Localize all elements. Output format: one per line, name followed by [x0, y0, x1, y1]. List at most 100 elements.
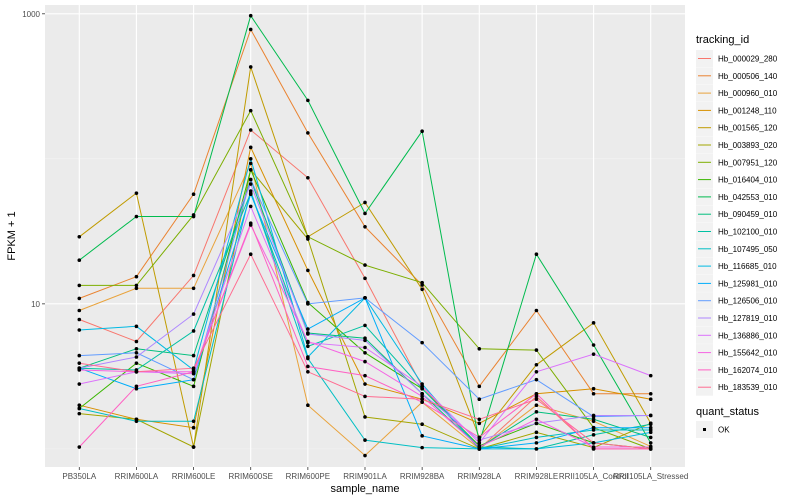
data-point-Hb_127819_010-RRIM600LE [191, 312, 196, 316]
data-point-Hb_001565_120-RRIM600SE [248, 65, 253, 69]
legend-item-Hb_007951_120: Hb_007951_120 [696, 153, 778, 171]
data-point-Hb_102100_010-RRII105LA_Stressed [648, 422, 653, 426]
data-point-Hb_000960_010-RRIM600PE [306, 403, 310, 408]
data-point-Hb_107495_050-RRIM600SE [248, 189, 253, 193]
data-point-Hb_126506_010-RRIM600LE [191, 377, 196, 382]
data-point-Hb_042553_010-RRII105LA_Stressed [648, 441, 653, 445]
legend-item-Hb_107495_050: Hb_107495_050 [696, 240, 778, 258]
data-point-Hb_000506_140-RRIM928LA [477, 384, 482, 389]
x-tick-label: PB350LA [62, 472, 96, 481]
data-point-Hb_183539_010-RRIM600SE [248, 252, 253, 256]
data-point-Hb_125981_010-RRII105LA_Control [591, 425, 596, 430]
data-point-Hb_090459_010-RRIM600LE [191, 353, 196, 358]
legend-item-Hb_001248_110: Hb_001248_110 [696, 101, 777, 119]
data-point-Hb_000960_010-RRIM600LE [191, 286, 196, 291]
data-point-Hb_116685_010-RRIM600PE [306, 355, 310, 359]
data-point-Hb_127819_010-RRIM928BA [420, 391, 424, 396]
data-point-Hb_007951_120-RRIM928LA [477, 346, 482, 351]
legend-label: Hb_126506_010 [718, 297, 778, 306]
data-point-Hb_042553_010-RRIM928LE [534, 252, 539, 256]
data-point-Hb_001565_120-RRIM928BA [420, 287, 424, 292]
data-point-Hb_007951_120-RRIM600LA [134, 283, 139, 288]
legend-label: Hb_127819_010 [718, 314, 778, 323]
legend-item-Hb_001565_120: Hb_001565_120 [696, 119, 778, 137]
data-point-Hb_016404_010-RRIM600LA [134, 361, 139, 365]
data-point-Hb_136886_010-RRIM901LA [363, 345, 367, 350]
legend-label: Hb_162074_010 [718, 366, 778, 375]
legend-point-swatch [703, 428, 706, 431]
data-point-Hb_162074_010-RRIM600SE [248, 221, 253, 225]
data-point-Hb_090459_010-RRIM928LE [534, 410, 539, 414]
data-point-Hb_000029_280-PB350LA [77, 317, 82, 322]
data-point-Hb_001248_110-RRIM901LA [363, 382, 367, 386]
data-point-Hb_107495_050-RRIM928BA [420, 445, 424, 450]
data-point-Hb_003893_020-RRIM928LE [534, 430, 539, 435]
data-point-Hb_155642_010-RRIM928LA [477, 445, 482, 449]
y-tick-label: 1000 [22, 10, 40, 19]
legend-item-Hb_003893_020: Hb_003893_020 [696, 136, 778, 154]
data-point-Hb_003893_020-RRIM901LA [363, 415, 367, 419]
legend-label: Hb_007951_120 [718, 158, 778, 167]
data-point-Hb_127819_010-RRIM928LE [534, 421, 539, 426]
data-point-Hb_127819_010-RRIM600PE [306, 332, 310, 336]
legend-item-Hb_000029_280: Hb_000029_280 [696, 50, 778, 67]
data-point-Hb_042553_010-RRII105LA_Control [591, 343, 596, 347]
data-point-Hb_107495_050-RRIM600LE [191, 419, 196, 424]
legend-title-tracking-id: tracking_id [696, 34, 749, 46]
data-point-Hb_090459_010-RRIM600LA [134, 346, 139, 351]
data-point-Hb_000506_140-RRIM600LE [191, 192, 196, 197]
data-point-Hb_090459_010-RRII105LA_Control [591, 417, 596, 422]
legend-label: Hb_102100_010 [718, 228, 778, 237]
data-point-Hb_136886_010-RRII105LA_Stressed [648, 373, 653, 378]
x-tick-label: RRIM928LE [515, 472, 559, 481]
y-axis-title: FPKM + 1 [6, 211, 18, 260]
legend-item-Hb_155642_010: Hb_155642_010 [696, 344, 778, 362]
x-tick-label: RRIM600LE [172, 472, 216, 481]
legend-label: OK [718, 426, 730, 435]
data-point-Hb_162074_010-RRIM600LA [134, 384, 139, 389]
legend-item-OK: OK [696, 421, 730, 438]
legend-label: Hb_000506_140 [718, 72, 778, 81]
legend-item-Hb_042553_010: Hb_042553_010 [696, 188, 778, 206]
data-point-Hb_155642_010-RRIM928LE [534, 417, 539, 422]
legend-item-Hb_127819_010: Hb_127819_010 [696, 309, 778, 327]
data-point-Hb_183539_010-RRIM928BA [420, 397, 424, 402]
data-point-Hb_000029_280-RRIM600PE [306, 175, 310, 180]
data-point-Hb_016404_010-RRIM600LE [191, 384, 196, 389]
data-point-Hb_001248_110-RRIM928LA [477, 421, 482, 426]
data-point-Hb_003893_020-RRIM928BA [420, 422, 424, 426]
data-point-Hb_162074_010-RRIM928LE [534, 391, 539, 396]
data-point-Hb_136886_010-PB350LA [77, 382, 82, 386]
legend-item-Hb_125981_010: Hb_125981_010 [696, 274, 778, 292]
major-gridlines [45, 5, 685, 467]
data-point-Hb_127819_010-RRIM600LA [134, 355, 139, 359]
legend-label: Hb_001248_110 [718, 106, 777, 115]
y-axis: 10 1000 [22, 10, 45, 309]
data-point-Hb_000506_140-RRIM600LA [134, 274, 139, 279]
data-point-Hb_007951_120-RRIM928BA [420, 280, 424, 285]
x-tick-label: RRIM928BA [400, 472, 445, 481]
legend-item-Hb_016404_010: Hb_016404_010 [696, 171, 778, 189]
data-point-Hb_127819_010-RRIM928LA [477, 438, 482, 442]
data-point-Hb_000506_140-RRII105LA_Control [591, 391, 596, 396]
x-axis-title: sample_name [330, 483, 399, 495]
legend-item-Hb_000960_010: Hb_000960_010 [696, 84, 778, 102]
data-point-Hb_001248_110-RRIM600SE [248, 145, 253, 150]
legend-label: Hb_107495_050 [718, 245, 778, 254]
data-point-Hb_000029_280-RRIM600SE [248, 128, 253, 132]
data-point-Hb_001565_120-RRIM928LE [534, 362, 539, 367]
data-point-Hb_042553_010-RRIM928BA [420, 129, 424, 134]
data-point-Hb_162074_010-RRIM928BA [420, 400, 424, 404]
data-point-Hb_155642_010-RRIM928BA [420, 394, 424, 399]
data-point-Hb_000029_280-RRIM600LE [191, 273, 196, 278]
data-point-Hb_183539_010-RRIM928LE [534, 397, 539, 402]
data-point-Hb_126506_010-RRIM600SE [248, 177, 253, 182]
data-point-Hb_102100_010-RRIM901LA [363, 323, 367, 328]
x-tick-label: RRIM901LA [343, 472, 387, 481]
data-point-Hb_007951_120-RRIM600SE [248, 108, 253, 113]
data-point-Hb_000029_280-RRIM928LE [534, 394, 539, 399]
data-point-Hb_155642_010-RRIM901LA [363, 359, 367, 364]
data-point-Hb_183539_010-RRIM901LA [363, 394, 367, 399]
legend-label: Hb_125981_010 [718, 279, 778, 288]
data-point-Hb_107495_050-PB350LA [77, 406, 82, 411]
